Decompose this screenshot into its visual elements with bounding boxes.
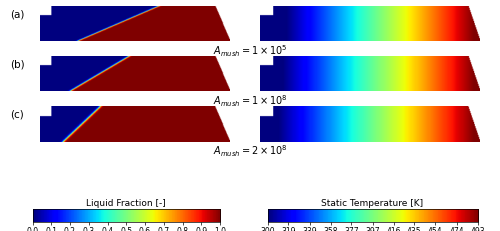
Text: $A_{mush}=1\times10^{8}$: $A_{mush}=1\times10^{8}$ — [212, 93, 288, 109]
Text: Static Temperature [K]: Static Temperature [K] — [322, 198, 424, 207]
Text: $A_{mush}=2\times10^{8}$: $A_{mush}=2\times10^{8}$ — [212, 143, 288, 159]
Text: Liquid Fraction [-]: Liquid Fraction [-] — [86, 198, 166, 207]
Text: (a): (a) — [10, 9, 24, 19]
Text: (b): (b) — [10, 59, 24, 69]
Text: $A_{mush}=1\times10^{5}$: $A_{mush}=1\times10^{5}$ — [212, 43, 288, 59]
Text: (c): (c) — [10, 109, 24, 119]
